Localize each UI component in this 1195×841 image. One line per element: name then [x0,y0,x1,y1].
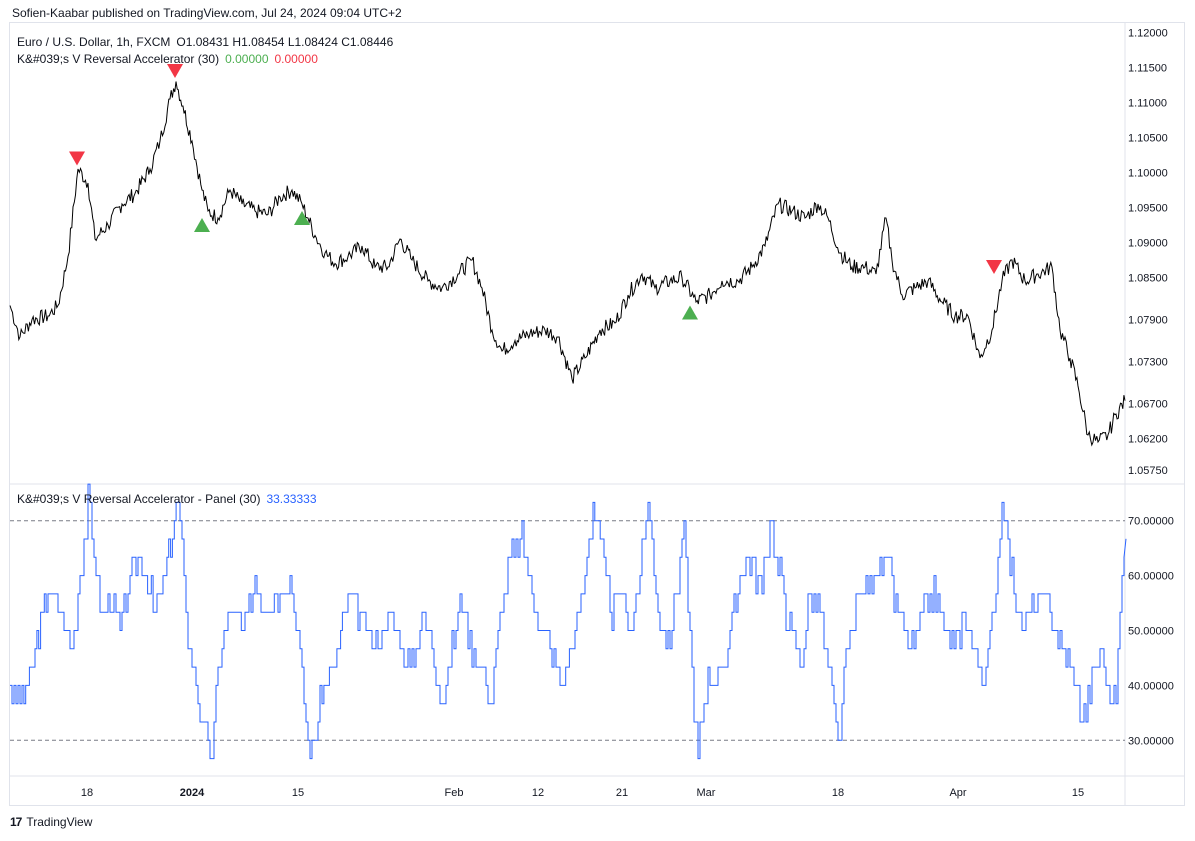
ohlc-values: O1.08431 H1.08454 L1.08424 C1.08446 [176,35,393,49]
indicator-legend: K&#039;s V Reversal Accelerator (30) 0.00… [17,52,318,66]
price-tick-label: 1.07300 [1128,357,1168,369]
sell-signal-icon [69,151,85,166]
price-axis-ticks: 1.12000 1.11500 1.11000 1.10500 1.10000 1.095… [1128,28,1168,478]
time-tick-label: 15 [1072,787,1084,799]
osc-axis-ticks: 70.00000 60.00000 50.00000 40.00000 30.00000 [1128,516,1174,748]
price-tick-label: 1.11500 [1128,63,1167,75]
symbol-name: Euro / U.S. Dollar, 1h, FXCM [17,35,170,49]
indicator-name: K&#039;s V Reversal Accelerator (30) [17,52,219,66]
price-tick-label: 1.07900 [1128,315,1168,327]
time-tick-label: Apr [949,787,966,799]
chart-frame [9,22,1185,806]
time-tick-label: 21 [616,787,628,799]
price-tick-label: 1.10500 [1128,133,1168,145]
time-tick-label: 18 [81,787,93,799]
footer-brand[interactable]: 17 TradingView [10,815,92,829]
price-line [9,81,1126,447]
osc-tick-label: 30.00000 [1128,735,1174,747]
price-tick-label: 1.11000 [1128,98,1167,110]
publisher-header: Sofien-Kaabar published on TradingView.c… [12,6,402,20]
time-tick-label: 15 [292,787,304,799]
time-tick-label: 2024 [180,787,205,799]
time-axis-ticks: 18 2024 15 Feb 12 21 Mar 18 Apr 15 [81,787,1084,799]
time-tick-label: 12 [532,787,544,799]
buy-signal-icon [682,305,698,320]
indicator-value-up: 0.00000 [225,52,269,66]
price-tick-label: 1.06200 [1128,434,1168,446]
osc-tick-label: 50.00000 [1128,626,1174,638]
price-tick-label: 1.05750 [1128,465,1168,477]
time-tick-label: Mar [697,787,716,799]
buy-signal-icon [194,218,210,232]
sell-signal-icon [167,64,183,78]
osc-tick-label: 60.00000 [1128,571,1174,583]
time-tick-label: Feb [445,787,464,799]
price-series [9,81,1126,447]
osc-line [10,483,1127,760]
osc-series [10,483,1127,760]
osc-tick-label: 70.00000 [1128,516,1174,528]
price-tick-label: 1.08500 [1128,273,1168,285]
indicator-value-down: 0.00000 [275,52,319,66]
osc-tick-label: 40.00000 [1128,680,1174,692]
sell-signal-icon [986,260,1002,274]
osc-label: K&#039;s V Reversal Accelerator - Panel … [17,492,260,506]
symbol-label: Euro / U.S. Dollar, 1h, FXCM O1.08431 H1.… [17,35,394,49]
buy-signal-icon [294,211,310,225]
osc-reference-lines [10,520,1125,741]
price-tick-label: 1.10000 [1128,168,1168,180]
osc-value: 33.33333 [266,492,316,506]
price-tick-label: 1.09500 [1128,203,1168,215]
price-tick-label: 1.06700 [1128,399,1168,411]
signal-markers [69,64,1002,320]
tradingview-logo-icon: 17 [10,815,22,829]
brand-name: TradingView [26,815,93,829]
price-tick-label: 1.12000 [1128,28,1168,40]
osc-legend: K&#039;s V Reversal Accelerator - Panel … [17,492,317,506]
time-tick-label: 18 [832,787,844,799]
price-tick-label: 1.09000 [1128,238,1168,250]
